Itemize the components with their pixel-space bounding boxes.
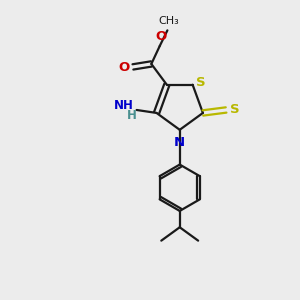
- Text: H: H: [127, 109, 136, 122]
- Text: O: O: [118, 61, 129, 74]
- Text: N: N: [174, 136, 185, 149]
- Text: S: S: [230, 103, 239, 116]
- Text: S: S: [196, 76, 206, 89]
- Text: O: O: [155, 29, 167, 43]
- Text: CH₃: CH₃: [158, 16, 179, 26]
- Text: NH: NH: [114, 99, 134, 112]
